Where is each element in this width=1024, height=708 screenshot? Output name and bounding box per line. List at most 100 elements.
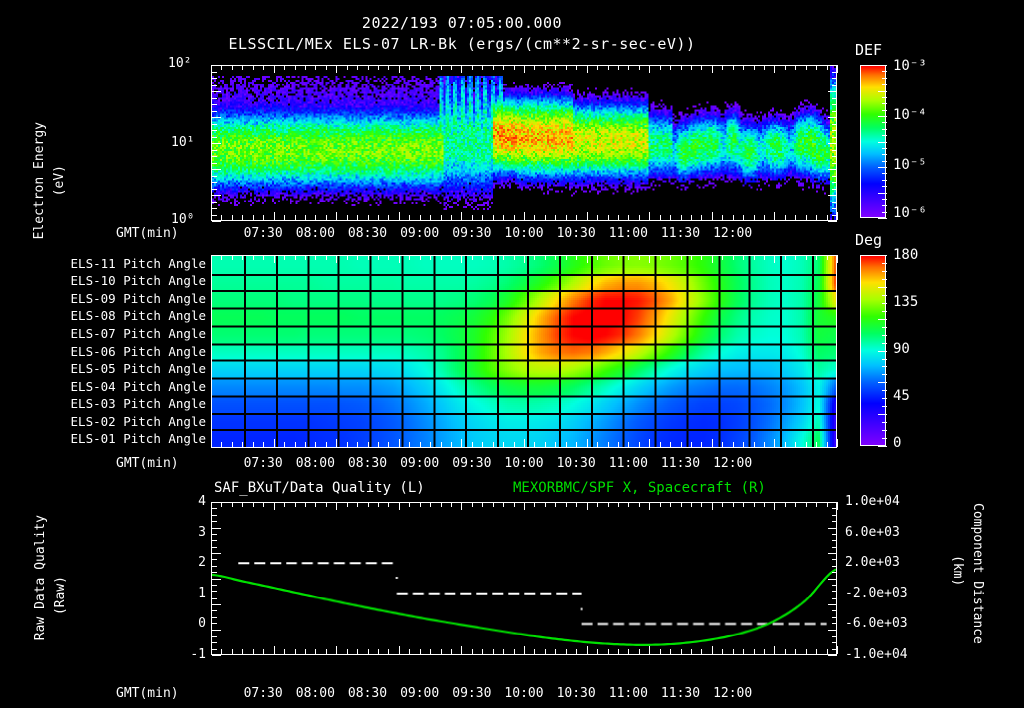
pitch-angle-row-label: ELS-03 Pitch Angle: [70, 396, 206, 412]
pitch-angle-row-label: ELS-09 Pitch Angle: [70, 290, 206, 306]
pitch-angle-plot-area[interactable]: [211, 255, 837, 448]
def-colorbar-label-1e-4: 10⁻⁴: [893, 107, 927, 123]
panel-bot-ytick-label-left: 0: [198, 616, 206, 632]
time-tick-label: 11:30: [660, 456, 701, 471]
def-colorbar-label-1e-6: 10⁻⁶: [893, 205, 927, 221]
deg-colorbar-label-180: 180: [893, 247, 919, 263]
pitch-angle-row-label: ELS-08 Pitch Angle: [70, 308, 206, 324]
panel-top-ytick-100: 10²: [168, 56, 192, 71]
time-tick-label: 08:00: [295, 686, 335, 701]
panel-top-time-axis: GMT(min) 07:30 08:00 08:30 09:00 09:30 10:00 1…: [0, 226, 1024, 246]
time-tick-label: 10:30: [556, 456, 596, 471]
pitch-angle-canvas[interactable]: [212, 256, 836, 447]
spectrogram-plot-area[interactable]: [211, 65, 837, 221]
def-colorbar-ticks: [878, 65, 887, 219]
panel-top-xtick-marks-bottom: [211, 212, 838, 220]
deg-colorbar-label-0: 0: [893, 435, 902, 451]
time-tick-label: 07:30: [243, 456, 283, 471]
def-colorbar-label-1e-3: 10⁻³: [893, 58, 927, 74]
panel-top-gmt-label: GMT(min): [116, 226, 179, 241]
data-quality-canvas[interactable]: [212, 503, 836, 654]
time-tick-label: 08:30: [347, 226, 388, 241]
time-tick-label: 07:30: [243, 686, 283, 701]
panel-bot-ytick-label-left: 3: [198, 524, 206, 540]
time-tick-label: 07:30: [243, 226, 283, 241]
time-tick-label: 11:30: [660, 226, 701, 241]
time-tick-label: 09:00: [400, 686, 440, 701]
panel-top-ylabel-line1: Electron Energy: [32, 122, 47, 240]
time-tick-label: 09:00: [400, 226, 440, 241]
panel-bot-ytick-marks-right: [828, 502, 837, 656]
time-tick-label: 10:30: [556, 226, 596, 241]
panel-bot-ytick-label-right: 2.0e+03: [845, 555, 900, 571]
panel-bot-ytick-marks-left: [212, 502, 221, 656]
def-colorbar-label-1e-5: 10⁻⁵: [893, 157, 927, 173]
time-tick-label: 11:00: [608, 686, 648, 701]
panel-bot-title-right: MEXORBMC/SPF X, Spacecraft (R): [513, 480, 766, 496]
panel-bot-time-axis: GMT(min) 07:30 08:00 08:30 09:00 09:30 10:00 1…: [0, 686, 1024, 706]
time-tick-label: 10:00: [504, 686, 544, 701]
data-quality-plot-area[interactable]: [211, 502, 837, 655]
panel-top-ylabel-line2: (eV): [52, 165, 67, 197]
pitch-angle-row-label: ELS-02 Pitch Angle: [70, 413, 206, 429]
pitch-angle-row-label: ELS-10 Pitch Angle: [70, 273, 206, 289]
panel-pitch-angle: ELS-11 Pitch Angle ELS-10 Pitch Angle ELS-…: [0, 231, 1024, 460]
panel-mid-xtick-marks-top: [211, 255, 838, 263]
panel-top-ytick-1: 10⁰: [171, 212, 195, 227]
time-tick-label: 09:30: [452, 686, 492, 701]
deg-colorbar-label-90: 90: [893, 341, 910, 357]
panel-bot-xtick-marks-top: [211, 502, 838, 510]
spectrogram-canvas[interactable]: [212, 66, 836, 220]
time-tick-label: 08:30: [347, 456, 388, 471]
time-tick-label: 09:30: [452, 456, 492, 471]
time-tick-label: 08:00: [295, 226, 335, 241]
panel-bot-gmt-label: GMT(min): [116, 686, 179, 701]
panel-bot-ylabel-left-line1: Raw Data Quality: [33, 515, 48, 641]
time-tick-label: 10:00: [504, 226, 544, 241]
panel-bot-ytick-label-right: -2.0e+03: [845, 585, 908, 601]
time-tick-label: 08:30: [347, 686, 388, 701]
panel-data-quality: SAF_BXuT/Data Quality (L) MEXORBMC/SPF X…: [0, 480, 1024, 680]
pitch-angle-row-label: ELS-05 Pitch Angle: [70, 361, 206, 377]
panel-mid-gmt-label: GMT(min): [116, 456, 179, 471]
panel-bot-ylabel-left-line2: (Raw): [53, 576, 68, 616]
page-title: 2022/193 07:05:00.000 ELSSCIL/MEx ELS-07…: [100, 14, 824, 53]
pitch-angle-row-label: ELS-11 Pitch Angle: [70, 255, 206, 271]
panel-bot-ytick-label-left: -1: [190, 647, 206, 662]
time-tick-label: 12:00: [713, 686, 753, 701]
time-tick-label: 12:00: [713, 226, 753, 241]
panel-top-xtick-marks-top: [211, 65, 838, 73]
panel-bot-title-left: SAF_BXuT/Data Quality (L): [214, 480, 425, 496]
panel-mid-xtick-marks-bottom: [211, 439, 838, 447]
panel-bot-ytick-label-left: 2: [198, 555, 206, 571]
panel-bot-ylabel-right-line2: (km): [950, 555, 965, 587]
panel-top-ytick-10: 10¹: [171, 135, 195, 150]
deg-colorbar-label-135: 135: [893, 294, 919, 310]
deg-colorbar-ticks: [878, 255, 887, 447]
title-timestamp: 2022/193 07:05:00.000: [361, 14, 563, 32]
panel-bot-ytick-label-right: 6.0e+03: [845, 524, 900, 540]
panel-mid-time-axis: GMT(min) 07:30 08:00 08:30 09:00 09:30 10:00 1…: [0, 456, 1024, 476]
pitch-angle-row-label: ELS-06 Pitch Angle: [70, 343, 206, 359]
panel-bot-ytick-label-right: -1.0e+04: [845, 647, 908, 662]
pitch-angle-row-label: ELS-07 Pitch Angle: [70, 325, 206, 341]
panel-top-ytick-marks-left: [212, 65, 221, 222]
panel-bot-ytick-label-left: 1: [198, 585, 206, 601]
time-tick-label: 10:00: [504, 456, 544, 471]
panel-bot-ytick-label-left: 4: [198, 494, 206, 509]
panel-electron-energy: Electron Energy (eV) 10² 10¹ 10⁰ DEF 10⁻…: [0, 41, 1024, 239]
pitch-angle-row-label: ELS-01 Pitch Angle: [70, 431, 206, 447]
time-tick-label: 11:00: [608, 226, 648, 241]
time-tick-label: 09:00: [400, 456, 440, 471]
time-tick-label: 10:30: [556, 686, 596, 701]
time-tick-label: 11:30: [660, 686, 701, 701]
deg-colorbar-label-45: 45: [893, 388, 910, 404]
panel-bot-ytick-label-right: 1.0e+04: [845, 494, 900, 509]
time-tick-label: 11:00: [608, 456, 648, 471]
panel-bot-xtick-marks-bottom: [211, 646, 838, 654]
time-tick-label: 12:00: [713, 456, 753, 471]
pitch-angle-row-label: ELS-04 Pitch Angle: [70, 378, 206, 394]
title-subtitle: ELSSCIL/MEx ELS-07 LR-Bk (ergs/(cm**2-sr…: [228, 35, 696, 53]
def-colorbar-title: DEF: [855, 41, 883, 59]
deg-colorbar-title: Deg: [855, 231, 883, 249]
